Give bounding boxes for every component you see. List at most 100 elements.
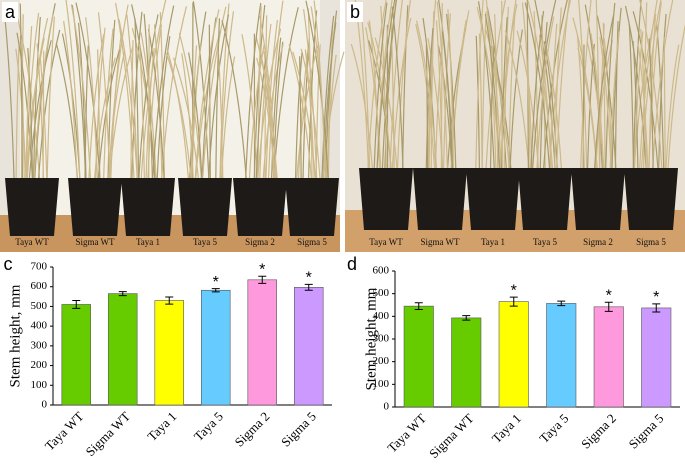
grass-stem [166, 49, 189, 179]
grass-stem [373, 2, 388, 169]
grass-stem [267, 0, 284, 179]
pot [466, 168, 520, 230]
grass-stem [605, 2, 616, 169]
grass-stem [447, 9, 455, 169]
grass-stem [614, 21, 619, 169]
x-tick-label: Sigma 2 [231, 409, 272, 450]
bar [403, 305, 434, 408]
bar [451, 317, 482, 408]
grass-stem [147, 28, 165, 179]
significance-marker: * [653, 289, 659, 306]
panel-letter: c [4, 254, 13, 274]
error-bar [462, 315, 471, 321]
grass-stem [590, 33, 605, 169]
grass-stem [587, 43, 595, 169]
grass-stem [652, 0, 674, 169]
pot-label: Taya 1 [136, 237, 160, 247]
bar [498, 301, 529, 408]
grass-stem [596, 15, 617, 169]
grass-stem [165, 52, 192, 179]
x-tick-label: Taya 1 [489, 411, 524, 446]
x-tick-label: Sigma WT [82, 409, 133, 460]
grass-stem [313, 0, 326, 179]
error-bar [604, 301, 613, 312]
grass-stem [208, 24, 211, 179]
pot-label: Sigma 2 [583, 237, 613, 247]
grass-stem [25, 26, 33, 179]
significance-marker: * [606, 287, 612, 304]
grass-stem [85, 17, 98, 179]
grass-stem [94, 57, 116, 179]
grass-stem [508, 13, 516, 169]
grass-stem [624, 5, 647, 169]
grass-stem [195, 30, 222, 179]
grass-stem [389, 0, 403, 169]
grass-stem [153, 24, 163, 179]
grass-stem [634, 31, 644, 169]
grass-stem [307, 8, 313, 179]
pot-label: Taya 1 [481, 237, 505, 247]
grass-stem [628, 24, 635, 169]
grass-stem [173, 57, 199, 179]
grass-stem [298, 38, 310, 179]
bar [201, 289, 231, 406]
y-tick-label: 600 [373, 265, 390, 277]
grass-stem [648, 38, 654, 169]
grass-stem [485, 0, 506, 169]
grass-stem [97, 12, 111, 179]
grass-stem [524, 30, 531, 169]
grass-stem [665, 44, 680, 169]
grass-stem [134, 18, 140, 179]
grass-stem [118, 19, 138, 179]
grass-stem [639, 0, 658, 169]
grass-stem [436, 1, 448, 169]
grass-stem [156, 36, 171, 179]
grass-stem [595, 40, 613, 169]
grass-stem [430, 11, 435, 169]
panel-letter-box [347, 2, 363, 22]
error-bar [509, 296, 518, 307]
error-bar [414, 302, 423, 311]
grass-stem [259, 15, 277, 179]
grass-stem [108, 4, 129, 179]
x-tick-label: Sigma 2 [578, 411, 619, 452]
error-bar [557, 300, 566, 307]
grass-stem [25, 17, 49, 179]
grass-stem [273, 7, 299, 179]
grass-stem [365, 27, 382, 169]
grass-stem [202, 6, 227, 179]
grass-stem [487, 15, 502, 169]
error-bar [72, 300, 81, 309]
grass-stem [556, 0, 570, 169]
y-tick-label: 400 [373, 310, 390, 322]
grass-stem [391, 17, 412, 169]
grass-stem [609, 31, 620, 169]
grass-stem [152, 5, 175, 179]
grass-stem [300, 48, 321, 179]
grass-stem [632, 40, 639, 169]
pot [233, 178, 287, 236]
bar [154, 300, 184, 406]
grass-stem [26, 37, 45, 179]
y-tick-label: 0 [42, 399, 48, 411]
grass-stem [425, 44, 429, 169]
pot [571, 168, 625, 230]
grass-stem [499, 0, 517, 169]
grass-stem [305, 0, 329, 179]
grass-stem [103, 28, 114, 179]
grass-stem [114, 2, 135, 179]
grass-stem [15, 41, 20, 179]
x-tick-label: Sigma 5 [278, 409, 319, 450]
grass-stem [595, 0, 601, 169]
grass-stem [19, 3, 23, 179]
x-tick-label: Taya 5 [191, 409, 226, 444]
x-tick-label: Taya WT [42, 409, 87, 454]
y-tick-label: 600 [31, 280, 48, 292]
x-tick-label: Sigma WT [426, 411, 477, 462]
grass-stem [402, 5, 409, 169]
grass-stem [248, 43, 265, 179]
grass-stem [611, 7, 622, 169]
grass-stem [494, 13, 499, 169]
pot [68, 178, 122, 236]
grass-stem [580, 0, 592, 169]
